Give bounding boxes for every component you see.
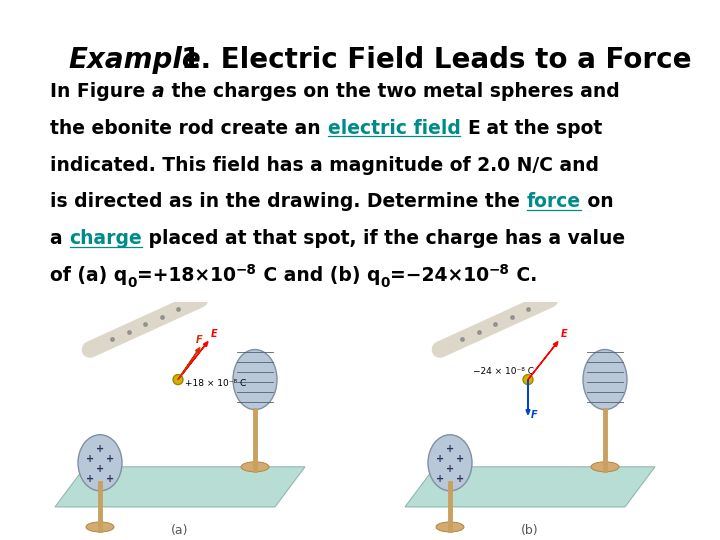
Polygon shape	[55, 467, 305, 507]
Ellipse shape	[86, 522, 114, 532]
Text: +18 × 10⁻⁸ C: +18 × 10⁻⁸ C	[185, 379, 246, 388]
Text: +: +	[456, 474, 464, 484]
Text: +: +	[96, 444, 104, 454]
Text: 1. Electric Field Leads to a Force: 1. Electric Field Leads to a Force	[162, 46, 691, 74]
Text: force: force	[527, 192, 581, 211]
Text: +: +	[436, 454, 444, 464]
FancyArrow shape	[526, 380, 530, 415]
Text: Example: Example	[68, 46, 201, 74]
FancyArrow shape	[178, 341, 208, 380]
Text: C.: C.	[510, 266, 537, 285]
Text: of (a) q: of (a) q	[50, 266, 127, 285]
Text: charge: charge	[70, 229, 143, 248]
Text: −8: −8	[236, 263, 257, 277]
Text: −24 × 10⁻⁸ C: −24 × 10⁻⁸ C	[473, 367, 534, 376]
Text: 0: 0	[380, 276, 390, 291]
Text: a: a	[50, 229, 70, 248]
Ellipse shape	[233, 349, 277, 410]
Text: +: +	[436, 474, 444, 484]
Text: +: +	[106, 454, 114, 464]
Text: =−24×10: =−24×10	[390, 266, 489, 285]
Text: F: F	[531, 410, 538, 420]
Text: =+18×10: =+18×10	[137, 266, 236, 285]
Text: E: E	[467, 119, 480, 138]
FancyArrow shape	[178, 348, 200, 380]
Text: (a): (a)	[171, 524, 189, 537]
Text: −8: −8	[489, 263, 510, 277]
Polygon shape	[405, 467, 655, 507]
Text: the charges on the two metal spheres and: the charges on the two metal spheres and	[165, 82, 619, 101]
Text: the ebonite rod create an: the ebonite rod create an	[50, 119, 328, 138]
Text: indicated. This field has a magnitude of 2.0 N/C and: indicated. This field has a magnitude of…	[50, 156, 599, 174]
Ellipse shape	[428, 435, 472, 491]
Text: +: +	[446, 464, 454, 474]
Text: F: F	[196, 334, 202, 345]
Text: is directed as in the drawing. Determine the: is directed as in the drawing. Determine…	[50, 192, 527, 211]
Circle shape	[173, 375, 183, 384]
Text: a: a	[152, 82, 165, 101]
Text: on: on	[581, 192, 613, 211]
Text: +: +	[96, 464, 104, 474]
Text: C and (b) q: C and (b) q	[257, 266, 380, 285]
Text: electric field: electric field	[328, 119, 460, 138]
Ellipse shape	[591, 462, 619, 472]
Text: at the spot: at the spot	[480, 119, 602, 138]
Ellipse shape	[583, 349, 627, 410]
Ellipse shape	[78, 435, 122, 491]
Ellipse shape	[241, 462, 269, 472]
Text: +: +	[86, 474, 94, 484]
Text: E: E	[211, 329, 217, 340]
Text: placed at that spot, if the charge has a value: placed at that spot, if the charge has a…	[143, 229, 626, 248]
FancyArrow shape	[528, 341, 558, 380]
Text: +: +	[446, 444, 454, 454]
Text: +: +	[86, 454, 94, 464]
Text: (b): (b)	[521, 524, 539, 537]
Text: E: E	[561, 329, 567, 340]
Circle shape	[523, 375, 533, 384]
Text: In Figure: In Figure	[50, 82, 152, 101]
Text: +: +	[456, 454, 464, 464]
Text: 0: 0	[127, 276, 137, 291]
Ellipse shape	[436, 522, 464, 532]
Text: +: +	[106, 474, 114, 484]
